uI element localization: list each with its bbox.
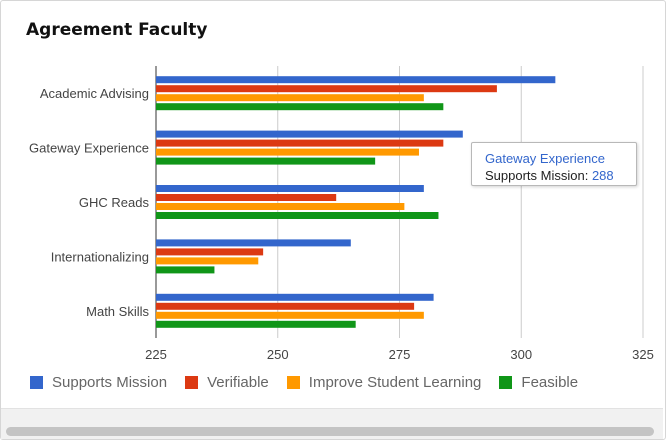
bar	[156, 148, 419, 156]
legend-label: Feasible	[521, 373, 579, 391]
chart-legend: Supports Mission Verifiable Improve Studen…	[30, 372, 596, 392]
legend-item[interactable]: Verifiable	[185, 374, 269, 391]
bar	[156, 311, 424, 319]
bar	[156, 85, 497, 93]
y-category-label: Academic Advising	[40, 86, 149, 101]
tooltip-series: Supports Mission	[485, 168, 585, 183]
bar	[156, 194, 337, 201]
x-tick-label: 325	[632, 347, 654, 362]
bar	[156, 157, 376, 165]
bar	[156, 139, 444, 147]
legend-swatch	[30, 375, 43, 389]
legend-swatch	[185, 375, 199, 389]
x-tick-label: 250	[267, 347, 289, 362]
legend-label: Supports Mission	[52, 373, 168, 391]
legend-label: Improve Student Learning	[308, 373, 482, 391]
x-tick-label: 225	[145, 347, 167, 362]
x-tick-label: 300	[510, 347, 532, 362]
legend-item[interactable]: Improve Student Learning	[286, 373, 482, 391]
x-tick-label: 275	[389, 347, 411, 362]
y-category-label: GHC Reads	[79, 195, 150, 210]
bar	[156, 94, 424, 102]
bar	[156, 76, 556, 84]
chart-title: Agreement Faculty	[26, 20, 208, 40]
bar	[156, 266, 215, 274]
chart-tooltip: Gateway Experience Supports Mission: 288	[471, 142, 637, 186]
bar	[156, 185, 424, 192]
bar	[156, 212, 439, 219]
bar	[156, 103, 444, 111]
tooltip-category: Gateway Experience	[485, 151, 605, 166]
tooltip-value: 288	[591, 168, 614, 183]
y-category-label: Math Skills	[86, 304, 149, 319]
legend-swatch	[499, 375, 513, 389]
bar	[156, 320, 356, 328]
legend-item[interactable]: Supports Mission	[30, 374, 167, 391]
y-category-label: Internationalizing	[51, 249, 149, 264]
bar	[156, 257, 259, 265]
bar	[156, 293, 434, 301]
bar	[156, 203, 405, 210]
tooltip-line: Supports Mission: 288	[485, 167, 636, 184]
horizontal-scrollbar[interactable]	[6, 427, 654, 436]
bar	[156, 248, 264, 256]
legend-label: Verifiable	[207, 373, 269, 391]
y-category-label: Gateway Experience	[29, 141, 149, 156]
legend-item[interactable]: Feasible	[499, 374, 578, 391]
bar	[156, 239, 351, 247]
tooltip-separator: :	[584, 168, 592, 183]
legend-swatch	[286, 375, 300, 389]
bar	[156, 302, 415, 310]
bar	[156, 130, 463, 138]
